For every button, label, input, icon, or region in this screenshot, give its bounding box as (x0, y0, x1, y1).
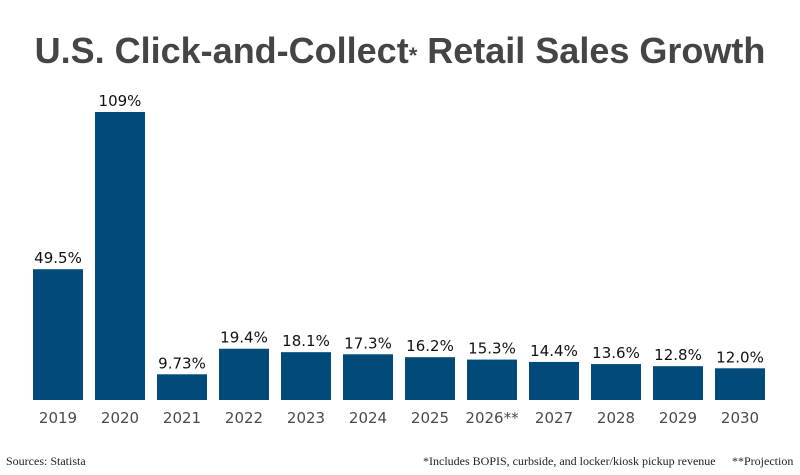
data-label: 17.3% (344, 334, 392, 352)
bar-2023 (281, 352, 331, 400)
x-tick-label: 2025 (411, 409, 449, 427)
bar-2021 (157, 374, 207, 400)
data-label: 15.3% (468, 340, 516, 358)
x-tick-label: 2021 (163, 409, 201, 427)
title-main: U.S. Click-and-Collect (34, 30, 409, 71)
bar-2020 (95, 112, 145, 400)
data-label: 16.2% (406, 337, 454, 355)
bar-2029 (653, 366, 703, 400)
x-tick-label: 2019 (39, 409, 77, 427)
bar-2025 (405, 357, 455, 400)
bar-2027 (529, 361, 579, 400)
title-asterisk: * (408, 43, 418, 68)
bar-2028 (591, 364, 641, 400)
x-tick-label: 2029 (659, 409, 697, 427)
source-note: Sources: Statista (6, 454, 86, 468)
footnote-projection: **Projection (732, 454, 794, 468)
x-tick-label: 2027 (535, 409, 573, 427)
data-label: 12.8% (654, 346, 702, 364)
x-tick-label: 2024 (349, 409, 387, 427)
x-tick-label: 2026** (465, 409, 519, 427)
title-rest: Retail Sales Growth (417, 30, 766, 71)
data-label: 109% (99, 92, 142, 110)
x-tick-label: 2028 (597, 409, 635, 427)
data-label: 18.1% (282, 332, 330, 350)
data-label: 12.0% (716, 348, 764, 366)
bar-2022 (219, 348, 269, 400)
bar-2019 (33, 269, 83, 400)
data-label: 13.6% (592, 344, 640, 362)
x-tick-label: 2022 (225, 409, 263, 427)
data-label: 19.4% (220, 329, 268, 347)
bar-2030 (715, 368, 765, 400)
data-label: 9.73% (158, 354, 206, 372)
data-label: 14.4% (530, 342, 578, 360)
x-tick-label: 2030 (721, 409, 759, 427)
bar-2026** (467, 359, 517, 400)
footnote-includes: *Includes BOPIS, curbside, and locker/ki… (423, 454, 716, 468)
data-label: 49.5% (34, 249, 82, 267)
x-tick-label: 2020 (101, 409, 139, 427)
bar-2024 (343, 354, 393, 400)
chart-title: U.S. Click-and-Collect* Retail Sales Gro… (0, 30, 800, 72)
x-tick-label: 2023 (287, 409, 325, 427)
